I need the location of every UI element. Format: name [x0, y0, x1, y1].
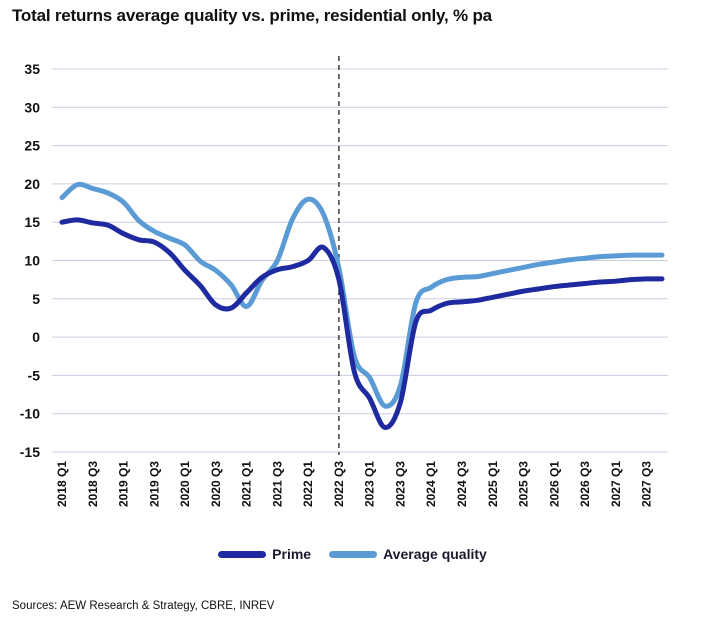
x-tick-label: 2025 Q3	[517, 461, 531, 507]
y-tick-label: -5	[28, 367, 41, 383]
x-tick-label: 2024 Q1	[424, 461, 438, 507]
x-tick-label: 2023 Q1	[363, 461, 377, 507]
x-tick-label: 2021 Q3	[270, 461, 284, 507]
x-tick-label: 2026 Q1	[547, 461, 561, 507]
x-tick-label: 2021 Q1	[240, 461, 254, 507]
y-tick-label: -15	[20, 444, 40, 460]
x-axis-ticks: 2018 Q1 2018 Q3 2019 Q1 2019 Q3 2020 Q1 2020 …	[55, 461, 654, 507]
y-tick-label: 30	[24, 99, 40, 115]
x-tick-label: 2024 Q3	[455, 461, 469, 507]
grid-lines	[52, 68, 668, 453]
series-lines	[59, 181, 665, 430]
x-tick-label: 2018 Q1	[55, 461, 69, 507]
y-tick-label: 10	[24, 253, 40, 269]
x-tick-label: 2027 Q1	[609, 461, 623, 507]
y-tick-label: 20	[24, 176, 40, 192]
legend-item-prime: Prime	[218, 546, 311, 562]
y-tick-label: 25	[24, 138, 40, 154]
x-tick-label: 2027 Q3	[640, 461, 654, 507]
x-tick-label: 2020 Q1	[178, 461, 192, 507]
y-tick-label: 5	[32, 291, 40, 307]
x-tick-label: 2020 Q3	[209, 461, 223, 507]
legend-swatch-average-quality	[329, 550, 378, 558]
legend-label-average-quality: Average quality	[383, 546, 487, 562]
x-tick-label: 2023 Q3	[393, 461, 407, 507]
series-line-prime	[59, 217, 665, 430]
x-tick-label: 2019 Q3	[147, 461, 161, 507]
y-tick-label: 15	[24, 214, 40, 230]
legend-swatch-prime	[218, 550, 267, 558]
x-tick-label: 2018 Q3	[86, 461, 100, 507]
x-tick-label: 2022 Q3	[332, 461, 346, 507]
x-tick-label: 2025 Q1	[486, 461, 500, 507]
y-tick-label: 35	[24, 61, 40, 77]
legend-label-prime: Prime	[272, 546, 312, 562]
source-note: Sources: AEW Research & Strategy, CBRE, …	[12, 600, 275, 612]
x-tick-label: 2026 Q3	[578, 461, 592, 507]
x-tick-label: 2022 Q1	[301, 461, 315, 507]
series-line-average-quality	[59, 181, 665, 409]
chart-title: Total returns average quality vs. prime,…	[12, 6, 492, 25]
legend-item-average-quality: Average quality	[329, 546, 487, 562]
x-tick-label: 2019 Q1	[117, 461, 131, 507]
legend: Prime Average quality	[0, 546, 705, 562]
y-tick-label: 0	[32, 329, 40, 345]
y-tick-label: -10	[20, 406, 40, 422]
y-axis-ticks: 35 30 25 20 15 10 5 0 -5 -10 -15	[20, 61, 40, 460]
